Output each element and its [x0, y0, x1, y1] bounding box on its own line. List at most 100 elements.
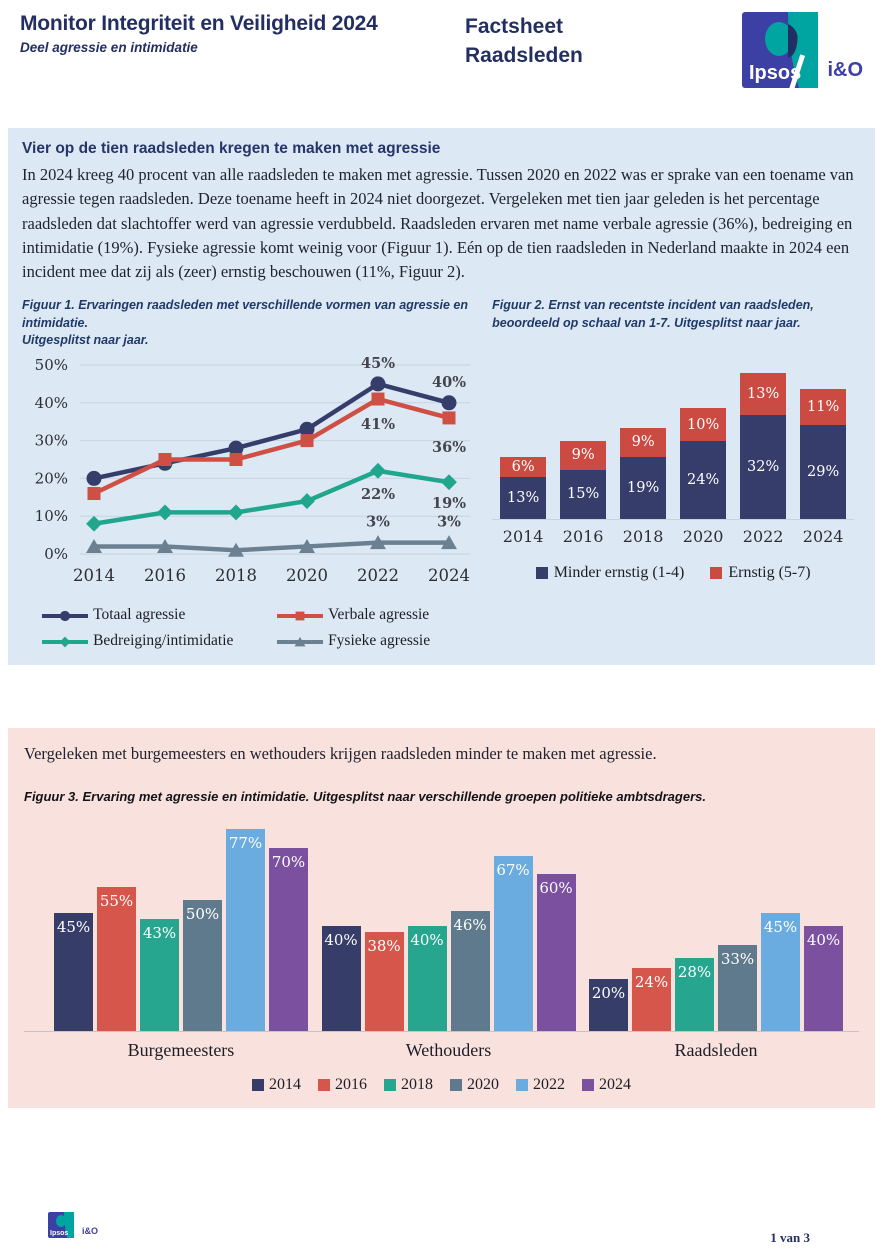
- bar-value-label: 38%: [367, 936, 401, 955]
- legend-swatch: [535, 566, 548, 579]
- legend-item: 2022: [516, 1076, 565, 1094]
- bar-Burgemeesters-2016: 55%: [97, 887, 136, 1032]
- section-body-text: In 2024 kreeg 40 procent van alle raadsl…: [22, 165, 854, 281]
- figure1-caption: Figuur 1. Ervaringen raadsleden met vers…: [22, 298, 469, 347]
- legend-label: Ernstig (5-7): [728, 563, 811, 581]
- page-header: Monitor Integriteit en Veiligheid 2024 D…: [0, 0, 883, 128]
- bar-value-label: 60%: [539, 879, 573, 897]
- series-Bedreiging/intimidatie: [86, 462, 457, 532]
- bar-Raadsleden-2016: 24%: [632, 968, 671, 1032]
- x-axis-year: 2014: [502, 526, 544, 546]
- legend-item: 2016: [318, 1076, 367, 1094]
- bar-value-label: 50%: [185, 905, 220, 924]
- factsheet-label: Factsheet Raadsleden: [465, 15, 583, 68]
- svg-text:19%: 19%: [432, 495, 466, 512]
- x-axis-year: 2022: [742, 526, 784, 546]
- svg-text:45%: 45%: [361, 355, 395, 372]
- legend-item: Minder ernstig (1-4): [535, 563, 685, 582]
- bar-value-label: 9%: [631, 434, 655, 451]
- section-heading: Vier op de tien raadsleden kregen te mak…: [22, 140, 441, 157]
- svg-text:30%: 30%: [35, 432, 68, 450]
- bar-value-label: 45%: [56, 918, 91, 937]
- figure1-line-chart: 0% 10% 20% 30% 40% 50% 2014 2016 2018 2020 2022 202…: [35, 355, 470, 585]
- svg-text:2022: 2022: [357, 566, 399, 585]
- x-axis-year: 2020: [682, 526, 724, 546]
- page-subtitle: Deel agressie en intimidatie: [20, 40, 198, 55]
- bar-segment: 9%: [620, 427, 667, 457]
- legend-item: Fysieke agressie: [276, 632, 461, 650]
- figure2: Figuur 2. Ernst van recentste incident v…: [492, 297, 861, 650]
- legend-label: 2018: [401, 1076, 433, 1094]
- legend-swatch: [582, 1079, 594, 1092]
- bar-value-label: 10%: [687, 416, 720, 433]
- bar-Burgemeesters-2022: 77%: [226, 829, 265, 1032]
- figure2-plot-area: 6% 13% 9% 15% 9% 19% 10% 24% 13% 32% 11% 29%: [492, 370, 855, 520]
- section-vergelijking-ambtsdragers: Vergeleken met burgemeesters en wethoude…: [8, 728, 875, 1108]
- page-number: 1 van 3: [770, 1230, 810, 1245]
- bar-Raadsleden-2014: 20%: [589, 978, 628, 1032]
- svg-text:0%: 0%: [44, 545, 68, 563]
- legend-swatch: [450, 1079, 462, 1092]
- svg-text:Ipsos: Ipsos: [749, 62, 801, 84]
- bar-value-label: 70%: [271, 852, 306, 871]
- legend-item: 2024: [582, 1076, 631, 1094]
- bar-value-label: 29%: [807, 463, 840, 480]
- stacked-bar-2016: 9% 15%: [560, 440, 607, 519]
- figure3-plot-area: 45% 55% 43% 50% 77% 70% 40% 38% 40% 46% 67% 60% 20% 2…: [24, 820, 859, 1033]
- svg-text:10%: 10%: [35, 507, 68, 525]
- bar-value-label: 24%: [634, 973, 669, 992]
- figure2-caption: Figuur 2. Ernst van recentste incident v…: [492, 298, 814, 330]
- footer-ipsos-io-logo: Ipsos i&O: [48, 1212, 98, 1238]
- bar-value-label: 40%: [410, 931, 444, 950]
- footer-io-logo-text: i&O: [82, 1226, 99, 1236]
- page-title: Monitor Integriteit en Veiligheid 2024: [20, 12, 378, 35]
- svg-text:2014: 2014: [73, 566, 115, 585]
- svg-text:2020: 2020: [286, 566, 328, 585]
- svg-text:3%: 3%: [366, 514, 390, 531]
- legend-label: Bedreiging/intimidatie: [93, 632, 234, 649]
- figure3-grouped-bar-chart: 45% 55% 43% 50% 77% 70% 40% 38% 40% 46% 67% 60% 20% 2…: [24, 820, 859, 1094]
- bar-segment: 13%: [500, 476, 547, 519]
- figure2-stacked-bar-chart: 6% 13% 9% 15% 9% 19% 10% 24% 13% 32% 11% 29% 2014 20…: [492, 370, 855, 582]
- figure3-legend: 2014 2016 2018 2020 2022 2024: [24, 1076, 859, 1094]
- svg-text:3%: 3%: [437, 514, 461, 531]
- bar-segment: 24%: [680, 440, 727, 519]
- legend-item: Totaal agressie: [41, 606, 276, 624]
- legend-item: 2014: [252, 1076, 301, 1094]
- bar-segment: 19%: [620, 457, 667, 519]
- bar-value-label: 67%: [496, 860, 530, 879]
- bar-group-Raadsleden: 20% 24% 28% 33% 45% 40%: [589, 913, 843, 1032]
- legend-swatch: [384, 1079, 396, 1092]
- legend-item: Verbale agressie: [276, 606, 461, 624]
- figure1-legend: Totaal agressie Verbale agressie Bedreigin…: [41, 606, 461, 650]
- legend-label: Verbale agressie: [328, 606, 430, 623]
- legend-swatch: [318, 1079, 330, 1092]
- legend-swatch: [516, 1079, 528, 1092]
- bar-Wethouders-2024: 60%: [536, 874, 576, 1032]
- svg-text:20%: 20%: [35, 469, 68, 487]
- bar-value-label: 55%: [99, 892, 134, 911]
- bar-Raadsleden-2020: 33%: [718, 944, 757, 1032]
- legend-swatch: [710, 566, 723, 579]
- bar-Wethouders-2018: 40%: [407, 926, 447, 1032]
- stacked-bar-2020: 10% 24%: [680, 408, 727, 519]
- svg-text:36%: 36%: [432, 439, 466, 456]
- legend-label: Minder ernstig (1-4): [553, 563, 685, 581]
- ipsos-logo-icon: Ipsos: [742, 12, 819, 88]
- svg-text:2024: 2024: [428, 566, 470, 585]
- bar-Raadsleden-2022: 45%: [761, 913, 800, 1032]
- bar-value-label: 28%: [677, 962, 712, 981]
- bar-value-label: 6%: [511, 458, 535, 475]
- legend-item: 2020: [450, 1076, 499, 1094]
- ipsos-io-logo: Ipsos i&O: [742, 12, 863, 88]
- bar-value-label: 45%: [763, 918, 798, 937]
- bar-value-label: 40%: [806, 931, 841, 950]
- title-block: Monitor Integriteit en Veiligheid 2024 D…: [20, 12, 465, 55]
- legend-label: Totaal agressie: [93, 606, 186, 623]
- bar-Raadsleden-2024: 40%: [804, 926, 843, 1032]
- bar-group-Wethouders: 40% 38% 40% 46% 67% 60%: [321, 855, 576, 1032]
- bar-Burgemeesters-2020: 50%: [183, 900, 222, 1032]
- svg-text:40%: 40%: [432, 374, 466, 391]
- bar-value-label: 20%: [591, 983, 626, 1002]
- svg-text:2018: 2018: [215, 566, 257, 585]
